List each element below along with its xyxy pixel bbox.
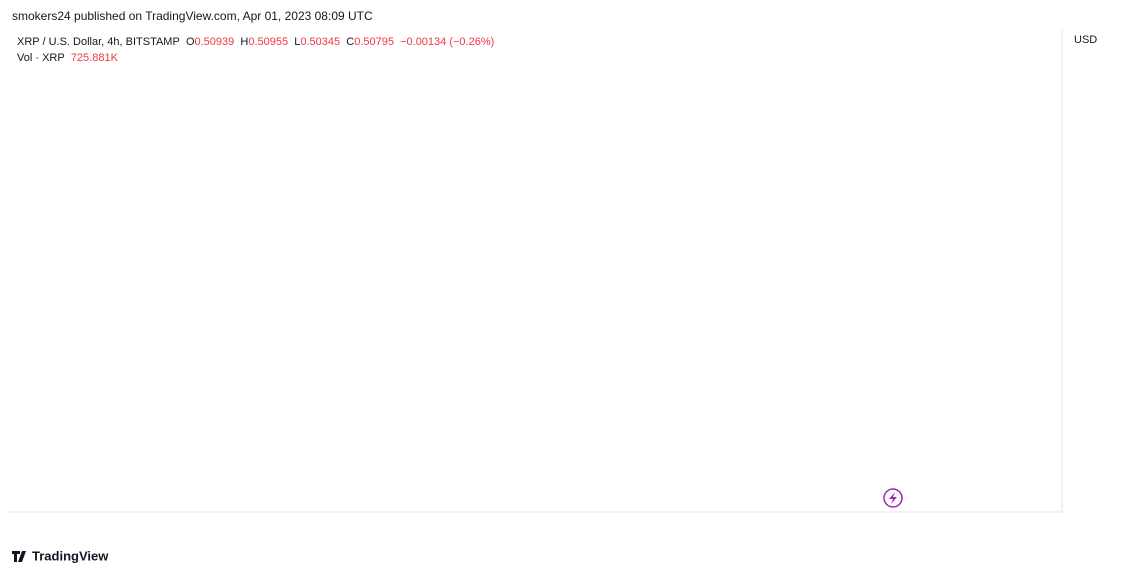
brand-logo	[12, 551, 26, 562]
publisher: smokers24 published on TradingView.com, …	[12, 9, 373, 23]
brand: TradingView	[32, 548, 109, 563]
symbol: XRP / U.S. Dollar, 4h, BITSTAMP	[17, 36, 180, 48]
volume-title: Vol · XRP	[17, 52, 65, 64]
h-label: H	[240, 36, 249, 48]
event-icon-bolt	[889, 492, 897, 504]
o-label: O	[185, 36, 195, 48]
change: −0.00134 (−0.26%)	[400, 36, 495, 48]
c-label: C	[346, 36, 355, 48]
l-value: 0.50345	[300, 36, 341, 48]
h-value: 0.50955	[248, 36, 289, 48]
c-value: 0.50795	[354, 36, 394, 48]
l-label: L	[294, 36, 301, 48]
currency: USD	[1074, 34, 1097, 46]
volume-value: 725.881K	[70, 52, 118, 64]
volume-legend: Vol · XRP 725.881K	[17, 52, 118, 64]
legend: XRP / U.S. Dollar, 4h, BITSTAMP O0.50939…	[17, 36, 494, 48]
o-value: 0.50939	[194, 36, 235, 48]
